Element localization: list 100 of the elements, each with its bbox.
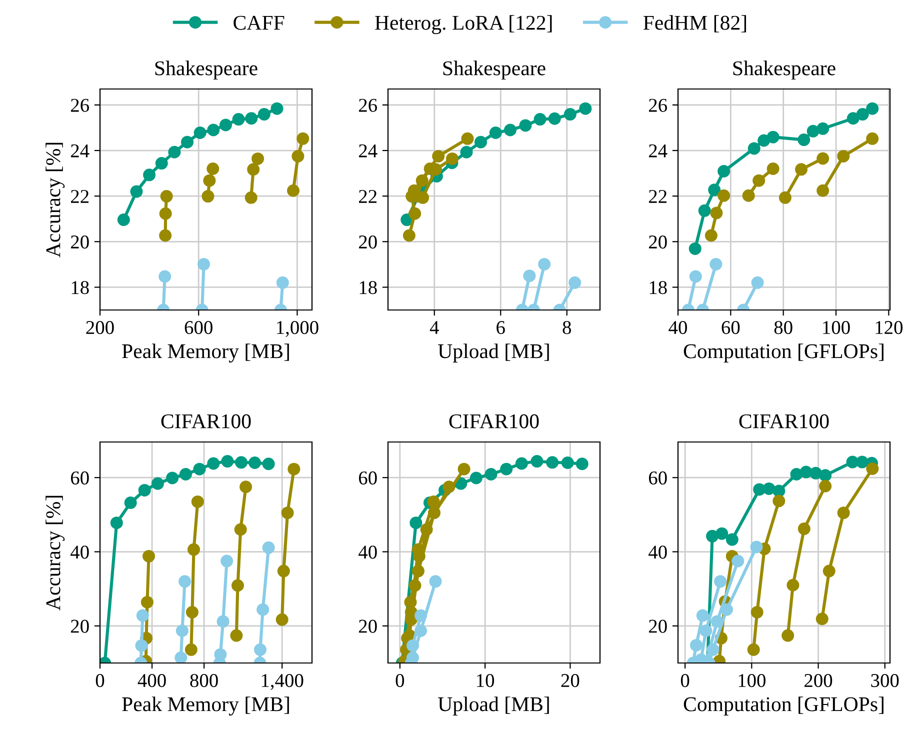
x-tick-label: 200 <box>804 674 832 688</box>
point <box>523 270 536 282</box>
point <box>429 575 442 588</box>
point <box>142 550 156 562</box>
point <box>564 108 576 121</box>
point <box>704 229 718 242</box>
point <box>207 124 220 136</box>
y-tick-label: 60 <box>358 471 377 485</box>
point <box>252 152 264 165</box>
point <box>296 132 310 145</box>
legend-label: CAFF <box>234 16 284 30</box>
point <box>414 624 428 637</box>
point <box>576 458 588 470</box>
point <box>231 579 244 592</box>
point <box>548 112 561 125</box>
legend-label: Heterog. LoRA [122] <box>375 15 552 34</box>
point <box>772 494 786 508</box>
point <box>716 527 728 540</box>
point <box>698 204 711 217</box>
point <box>846 112 860 125</box>
x-tick-label: 1,400 <box>262 674 304 690</box>
point <box>287 184 300 197</box>
x-tick-label: 100 <box>738 674 766 688</box>
x-axis-title: Computation [GFLOPs] <box>684 696 884 716</box>
x-axis-title: Peak Memory [MB] <box>122 696 289 716</box>
y-axis-title: Accuracy [%] <box>46 142 65 258</box>
point <box>414 609 428 622</box>
point <box>798 134 810 146</box>
point <box>718 165 730 178</box>
chart-title: Shakespeare <box>443 60 546 80</box>
point <box>816 152 830 165</box>
point <box>568 276 582 289</box>
point <box>710 615 724 628</box>
x-tick-label: 0 <box>680 674 690 688</box>
point <box>155 157 168 170</box>
point <box>408 207 422 220</box>
x-tick-label: 60 <box>722 320 740 334</box>
point <box>151 477 164 490</box>
point <box>778 191 792 204</box>
y-tick-label: 20 <box>70 235 89 249</box>
y-tick-label: 24 <box>70 144 90 158</box>
x-tick-label: 40 <box>668 320 687 334</box>
point <box>866 102 879 115</box>
y-tick-label: 26 <box>648 98 668 112</box>
point <box>690 638 702 652</box>
point <box>234 523 247 536</box>
y-tick-label: 18 <box>650 281 667 294</box>
point <box>706 530 719 542</box>
y-tick-label: 40 <box>648 546 667 559</box>
chart-title: Shakespeare <box>155 60 258 80</box>
point <box>427 495 440 508</box>
y-tick-label: 20 <box>648 620 667 633</box>
point <box>819 480 832 492</box>
legend-label: FedHM [82] <box>643 15 746 32</box>
y-tick-label: 26 <box>358 98 378 112</box>
point <box>816 612 828 626</box>
x-tick-label: 0 <box>396 674 404 688</box>
point <box>230 629 243 642</box>
point <box>193 462 206 476</box>
point <box>174 652 188 663</box>
point <box>194 126 206 139</box>
y-tick-label: 26 <box>70 98 90 112</box>
point <box>214 648 227 661</box>
chart-title: CIFAR100 <box>739 414 829 428</box>
chart-title: Shakespeare <box>733 60 836 80</box>
point <box>184 643 198 656</box>
y-tick-label: 60 <box>70 471 89 485</box>
point <box>782 629 794 642</box>
point <box>822 564 836 578</box>
point <box>160 190 173 203</box>
point <box>786 578 800 592</box>
point <box>772 484 786 498</box>
point <box>458 462 470 476</box>
point <box>484 468 498 481</box>
point <box>742 189 755 202</box>
point <box>178 575 192 588</box>
chart-title: CIFAR100 <box>161 414 251 428</box>
point <box>206 162 220 175</box>
point <box>198 258 210 270</box>
x-tick-label: 0 <box>96 674 104 688</box>
x-axis-title: Upload [MB] <box>438 344 549 362</box>
point <box>207 457 220 470</box>
point <box>281 506 294 520</box>
point <box>432 150 445 162</box>
y-tick-label: 40 <box>70 546 89 559</box>
point <box>159 229 172 242</box>
chart-title: CIFAR100 <box>449 414 539 428</box>
x-axis-title: Computation [GFLOPs] <box>684 344 884 362</box>
y-tick-label: 22 <box>648 190 667 203</box>
point <box>806 124 820 138</box>
point <box>446 152 459 165</box>
point <box>203 174 216 187</box>
point <box>168 146 181 158</box>
point <box>270 102 284 115</box>
point <box>254 643 266 656</box>
x-tick-label: 400 <box>138 674 166 688</box>
y-tick-label: 22 <box>358 190 377 203</box>
point <box>130 185 143 198</box>
point <box>747 643 760 656</box>
point <box>136 609 149 622</box>
